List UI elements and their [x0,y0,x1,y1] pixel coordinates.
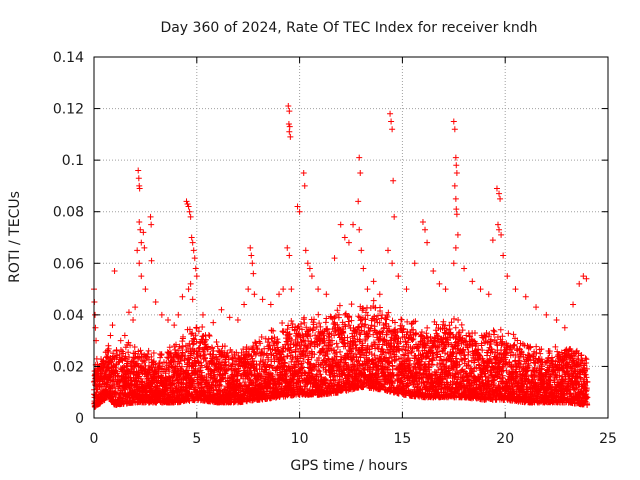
data-point [344,334,351,341]
data-point [398,316,405,323]
data-point [116,377,123,384]
data-point [125,349,132,356]
data-point [315,311,322,318]
data-point [206,332,213,339]
data-point [471,330,478,337]
data-point [145,347,152,354]
data-markers [91,102,591,410]
data-point [370,297,377,304]
data-point [205,331,212,338]
data-point [288,318,295,325]
data-point [424,334,431,341]
data-point [144,351,151,358]
data-point [131,343,138,350]
data-point [418,328,425,335]
data-point [452,324,459,331]
data-point [424,324,431,331]
data-point [114,372,121,379]
data-point [279,320,286,327]
data-point [265,336,272,343]
data-point [446,325,453,332]
data-point [179,335,186,342]
data-point [112,364,119,371]
data-point [385,349,392,356]
data-point [150,358,157,365]
data-point [455,317,462,324]
data-point [120,350,127,357]
data-point [124,363,131,370]
data-point [301,314,308,321]
data-point [109,393,116,400]
data-point [497,326,504,333]
data-point [102,369,109,376]
data-point [189,341,196,348]
data-point [150,350,157,357]
data-point [126,354,133,361]
data-point [465,349,472,356]
data-point [199,324,206,331]
data-point [458,321,465,328]
data-point [179,343,186,350]
data-point [377,304,384,311]
data-point [348,301,355,308]
data-point [213,338,220,345]
data-point [137,347,144,354]
data-point [113,391,120,398]
data-point [138,351,145,358]
data-point [335,314,342,321]
data-point [127,342,134,349]
data-point [148,353,155,360]
chart-title: Day 360 of 2024, Rate Of TEC Index for r… [160,20,537,36]
data-point [139,358,146,365]
data-point [135,355,142,362]
data-point [116,351,123,358]
data-point [333,340,340,347]
data-point [413,330,420,337]
data-point [179,338,186,345]
data-point [117,347,124,354]
data-point [141,359,148,366]
data-point [105,348,112,355]
data-point [345,318,352,325]
